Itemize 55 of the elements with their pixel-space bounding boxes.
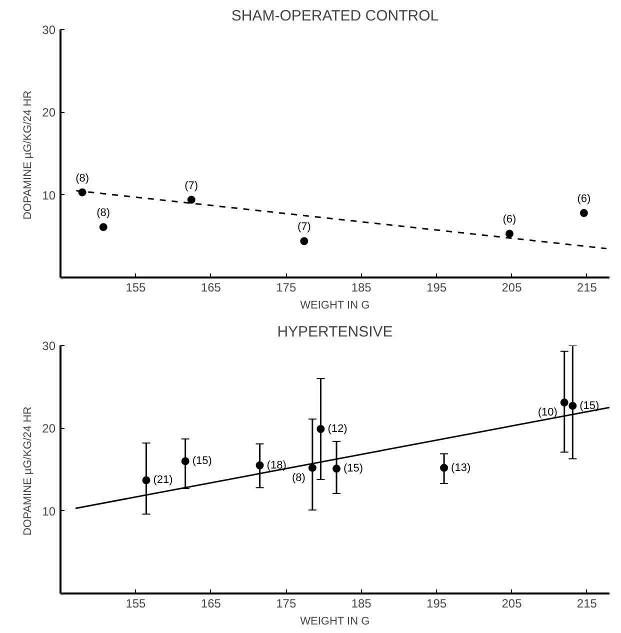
annotation: (21)	[153, 474, 173, 486]
x-tick-label: 175	[276, 280, 296, 294]
annotation: (6)	[577, 193, 591, 206]
x-tick-label: 185	[351, 280, 372, 294]
annotation: (12)	[328, 422, 348, 435]
point	[142, 476, 150, 484]
annotation: (15)	[580, 400, 600, 412]
point	[580, 209, 588, 218]
annotation: (15)	[192, 455, 212, 468]
y-tick-label: 10	[42, 504, 56, 518]
y-axis-title: DOPAMINE µG/KG/24 HR	[22, 90, 34, 220]
annotation: (7)	[184, 180, 198, 192]
point	[256, 461, 264, 470]
annotation: (10)	[538, 406, 558, 419]
x-tick-label: 195	[426, 596, 447, 610]
annotation: (15)	[344, 462, 364, 475]
y-tick-label: 20	[42, 422, 56, 436]
annotation: (8)	[292, 472, 306, 484]
point	[187, 196, 196, 204]
annotation: (8)	[96, 207, 110, 220]
x-axis-title: WEIGHT IN G	[300, 300, 370, 312]
point	[440, 464, 448, 472]
annotation: (6)	[502, 214, 516, 226]
x-axis-title: WEIGHT IN G	[300, 616, 370, 628]
annotation: (8)	[76, 172, 90, 184]
x-tick-label: 155	[126, 280, 146, 294]
annotation: (7)	[297, 221, 311, 234]
y-axis-title: DOPAMINE µG/KG/24 HR	[22, 406, 34, 536]
x-tick-label: 165	[200, 280, 222, 294]
point	[560, 398, 568, 407]
point	[568, 402, 577, 410]
x-tick-label: 205	[502, 596, 522, 610]
point	[300, 237, 308, 246]
x-tick-label: 205	[502, 280, 522, 294]
point	[332, 464, 341, 473]
x-tick-label: 165	[200, 596, 222, 610]
annotation: (13)	[451, 462, 471, 474]
x-tick-label: 175	[276, 596, 296, 610]
chart-title: HYPERTENSIVE	[277, 324, 393, 340]
y-tick-label: 20	[42, 106, 56, 120]
x-tick-label: 155	[126, 596, 146, 610]
point	[99, 223, 108, 232]
chart-title: SHAM-OPERATED CONTROL	[231, 8, 439, 24]
x-tick-label: 195	[426, 280, 447, 294]
point	[308, 464, 316, 472]
x-tick-label: 185	[351, 596, 372, 610]
x-tick-label: 215	[576, 596, 598, 610]
y-tick-label: 10	[42, 188, 56, 202]
y-tick-label: 30	[42, 339, 56, 353]
annotation: (18)	[266, 459, 286, 472]
point	[505, 230, 514, 238]
y-tick-label: 30	[42, 23, 56, 37]
point	[181, 457, 190, 466]
x-tick-label: 215	[576, 280, 598, 294]
point	[316, 425, 325, 433]
